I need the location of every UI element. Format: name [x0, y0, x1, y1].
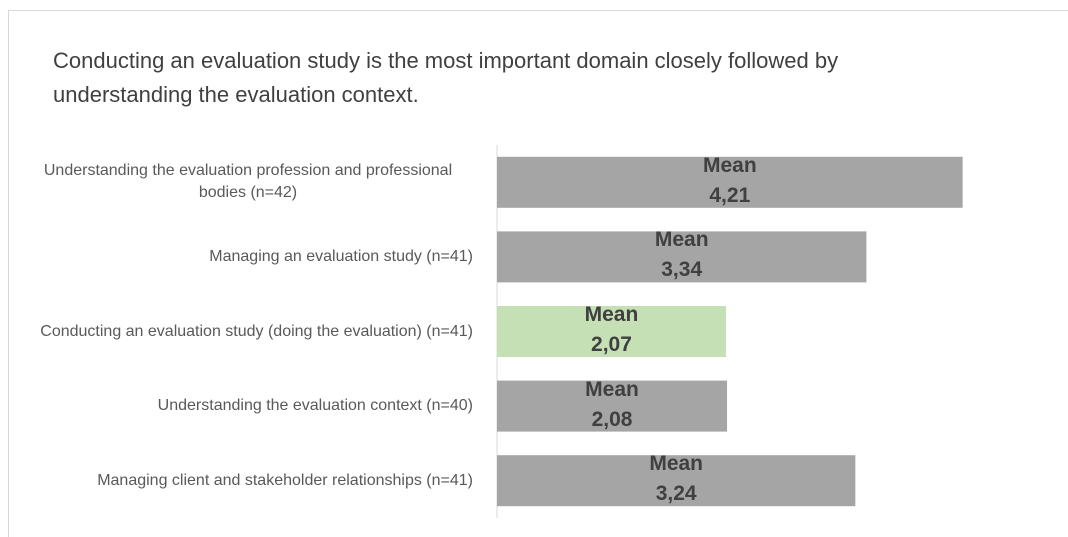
value-label: Mean 2,07 [584, 303, 639, 356]
bar [497, 156, 963, 208]
category-label: Managing client and stakeholder relation… [20, 456, 473, 506]
category-label: Managing an evaluation study (n=41) [20, 232, 473, 282]
bar [497, 306, 726, 357]
category-text: Conducting an evaluation study (doing th… [40, 322, 473, 340]
category-text: Managing client and stakeholder relation… [97, 471, 473, 489]
category-text: Understanding the evaluation context (n=… [157, 397, 473, 415]
category-text: Understanding the evaluation profession … [43, 162, 453, 202]
bar [497, 455, 856, 507]
value-label: Mean 4,21 [702, 153, 757, 207]
chart-title: Conducting an evaluation study is the mo… [53, 48, 839, 107]
category-label: Understanding the evaluation context (n=… [20, 381, 473, 431]
category-label: Understanding the evaluation profession … [20, 157, 473, 207]
value-label: Mean 3,24 [649, 452, 704, 506]
category-text: Managing an evaluation study (n=41) [209, 247, 473, 265]
value-label: Mean 3,34 [654, 228, 709, 282]
value-label: Mean 2,08 [585, 377, 639, 431]
bar [497, 231, 867, 283]
bar [497, 380, 728, 432]
category-label: Conducting an evaluation study (doing th… [20, 307, 473, 357]
chart-frame [8, 10, 1068, 537]
